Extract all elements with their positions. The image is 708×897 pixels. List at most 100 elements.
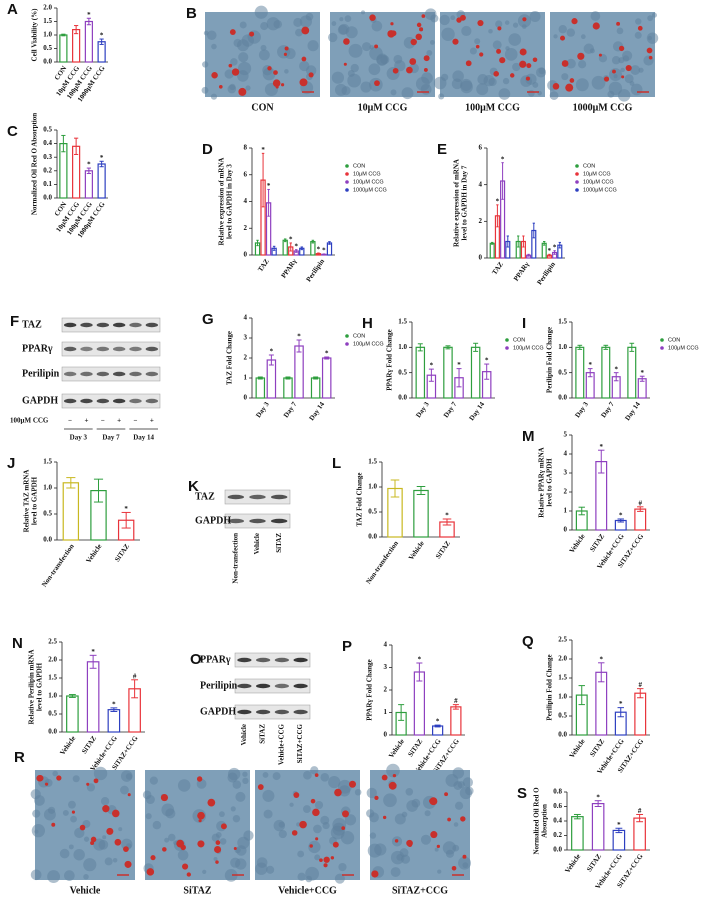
error-bar [442,518,452,526]
cell-texture [232,780,242,789]
cell-texture [74,827,85,839]
cell-texture [611,56,621,65]
cell-texture [262,789,275,802]
significance-mark: # [638,807,642,815]
image-caption: Vehicle [70,885,101,896]
error-bar [417,343,423,352]
x-tick-label: Vehicle [387,737,406,759]
cell-texture [152,820,162,830]
image-caption: SiTAZ+CCG [392,885,448,896]
lipid-droplet [451,865,457,871]
y-axis-label: Cell Viability (%) [31,8,39,62]
lipid-droplet [273,70,278,75]
cell-texture [613,74,618,79]
blot-band [249,518,266,524]
lipid-droplet [371,870,379,878]
significance-mark: * [317,246,321,254]
lipid-droplet [374,80,380,87]
error-bar [617,518,624,523]
blot-row-label: Perilipin [200,680,238,691]
error-bar [615,827,623,834]
blot-band [270,494,288,500]
lipid-droplet [406,839,413,847]
y-tick-label: 2 [564,488,568,496]
error-bar [398,704,405,721]
error-bar [517,235,520,248]
cell-texture [202,61,209,68]
cell-texture [462,777,473,788]
cell-texture [229,83,236,91]
blot-band [256,709,271,715]
error-bar [548,253,551,257]
blot-row-label: GAPDH [195,515,231,526]
cell-texture [68,800,76,809]
legend-label: CON [353,163,365,169]
blot-row-label: PPARγ [22,343,53,354]
error-bar [532,222,535,239]
lipid-droplet [215,860,219,864]
lipid-droplet [111,809,120,818]
cell-texture [83,874,89,880]
legend-marker [345,188,349,192]
bar [84,170,93,199]
legend-label: CON [668,337,680,343]
lipid-droplet [477,19,484,27]
lipid-droplet [229,29,236,35]
blot-band [112,371,126,377]
lipid-droplet [319,858,323,863]
legend-marker [505,346,509,350]
group-label: Day 3 [70,434,88,442]
cell-texture [495,20,503,28]
legend-marker [345,342,349,346]
cell-texture [538,67,546,75]
y-tick-label: 3 [384,663,388,671]
bar [591,802,605,851]
image-caption: Vehicle+CCG [278,885,337,896]
blot-row-label: Perilipin [22,368,60,379]
y-tick-label: 1.0 [368,483,377,491]
bar [72,29,81,63]
cell-texture [104,857,113,866]
cell-texture [305,875,313,883]
cell-texture [521,24,527,29]
y-tick-label: 0.1 [43,180,52,188]
x-tick-label: Day 14 [468,400,487,422]
blot-band [112,398,126,404]
x-tick-label: Day 7 [442,400,459,419]
lipid-droplet [343,38,350,45]
cell-texture [245,85,251,91]
cell-texture [93,838,106,851]
cell-texture [386,763,400,778]
significance-mark: * [496,197,500,205]
y-tick-label: 0.2 [43,166,52,174]
y-axis-label: Relative Perilipin mRNA [28,649,36,724]
y-tick-label: 0.0 [48,728,57,736]
error-bar [484,363,490,380]
y-tick-label: 0.5 [43,44,52,52]
y-tick-label: 0.5 [558,712,567,720]
y-axis-label: Absorption [541,804,549,838]
cell-texture [284,69,289,74]
cell-texture [338,862,347,872]
x-tick-label: Non-transfection [40,542,76,588]
cell-texture [262,771,269,778]
y-tick-label: 1.5 [368,458,377,466]
lipid-droplet [220,823,227,830]
lipid-droplet [197,840,205,848]
panel-label: S [517,785,527,802]
y-tick-label: 6 [244,170,248,178]
cell-texture [580,34,586,40]
x-tick-label: SiTAZ [80,734,98,755]
cell-texture [331,21,337,26]
cell-texture [70,815,77,823]
x-tick-label: Day 7 [599,400,616,419]
lipid-droplet [37,774,44,782]
micrograph [370,770,470,880]
blot-band [80,346,93,352]
cell-texture [578,60,587,69]
lipid-droplet [423,67,428,72]
cell-texture [224,868,238,882]
lipid-droplet [637,25,643,31]
y-tick-label: 1.0 [48,692,57,700]
lipid-droplet [315,837,319,841]
